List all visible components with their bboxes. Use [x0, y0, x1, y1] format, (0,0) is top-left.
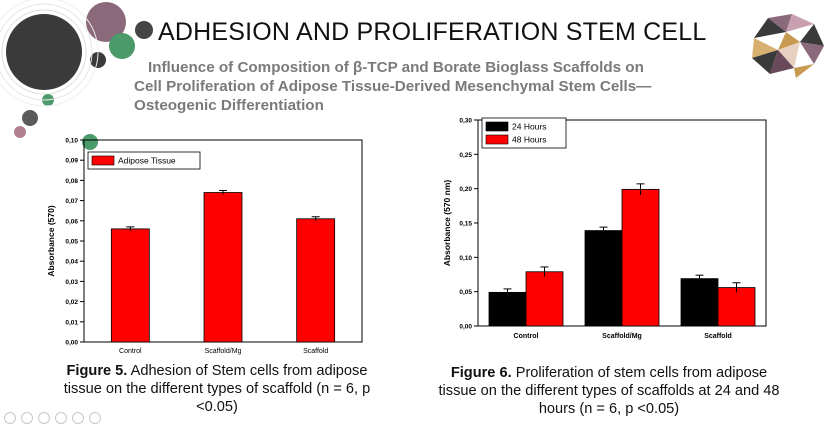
y-tick-label: 0,02 [65, 299, 78, 306]
subtitle-line-1: Influence of Composition of β-TCP and Bo… [148, 59, 644, 76]
figure-6-caption-label: Figure 6. [450, 365, 512, 381]
legend-label: Adipose Tissue [118, 156, 176, 166]
slide-title: ADHESION AND PROLIFERATION STEM CELL [158, 18, 707, 46]
legend-swatch [91, 155, 115, 166]
deco-green-dot [82, 134, 98, 150]
bar-scaffold-mg-1 [584, 230, 623, 327]
y-tick-label: 0,09 [65, 158, 78, 165]
y-tick-label: 0,25 [459, 152, 472, 159]
nav-more-button[interactable] [89, 412, 101, 424]
figure-5-caption-text: Adhesion of Stem cells from adipose tiss… [63, 363, 371, 415]
x-category-label: Scaffold/Mg [205, 348, 242, 355]
deco-ring-3 [0, 0, 99, 107]
mosaic-logo [752, 14, 824, 78]
y-axis-label: Absorbance (570) [46, 205, 56, 276]
deco-dark-circle-large [6, 14, 82, 90]
figure-6-caption-text: Proliferation of stem cells from adipose… [438, 365, 780, 417]
y-tick-label: 0,05 [65, 239, 78, 246]
y-axis-label: Absorbance (570 nm) [442, 180, 452, 267]
x-category-label: Control [514, 333, 539, 340]
deco-green-circle [109, 33, 135, 59]
y-tick-label: 0,06 [65, 218, 78, 225]
y-tick-label: 0,08 [65, 178, 78, 185]
title-bullet-dot [135, 21, 153, 39]
mosaic-tile [770, 50, 794, 74]
mosaic-tile [752, 50, 778, 74]
nav-zoom-button[interactable] [55, 412, 67, 424]
bar-scaffold-2 [717, 287, 756, 327]
bar-scaffold-1 [296, 218, 336, 343]
x-category-label: Scaffold/Mg [602, 333, 642, 340]
bar-control-2 [525, 271, 564, 327]
figure-5-caption: Figure 5. Adhesion of Stem cells from ad… [58, 362, 376, 416]
bar-scaffold-mg-1 [203, 192, 243, 343]
nav-pen-button[interactable] [38, 412, 50, 424]
deco-dark-circle-small [90, 52, 106, 68]
bar-scaffold-1 [680, 278, 719, 327]
mosaic-tile [754, 18, 786, 38]
legend-swatch [485, 121, 509, 132]
y-tick-label: 0,00 [459, 324, 472, 331]
mosaic-tile [800, 42, 824, 64]
mosaic-tile [800, 24, 824, 46]
nav-menu-button[interactable] [72, 412, 84, 424]
mosaic-tile [752, 38, 778, 58]
x-category-label: Scaffold [303, 348, 328, 355]
bar-scaffold-mg-2 [621, 188, 660, 327]
figure-5-chart: 0,00 0,01 0,02 0,03 0,04 0,05 0,06 0,07 0,08 0,09… [46, 138, 363, 355]
mosaic-tile [768, 14, 792, 32]
subtitle-line-3: Osteogenic Differentiation [134, 97, 324, 114]
deco-ring-1 [1, 9, 87, 95]
mosaic-tile [778, 32, 800, 50]
legend-label: 48 Hours [512, 135, 547, 145]
subtitle-line-2: Cell Proliferation of Adipose Tissue-Der… [134, 78, 652, 95]
y-tick-label: 0,04 [65, 259, 78, 266]
legend-box [87, 151, 201, 170]
figure-6-caption: Figure 6. Proliferation of stem cells fr… [436, 364, 782, 418]
mosaic-tile [794, 64, 814, 78]
nav-prev-button[interactable] [4, 412, 16, 424]
y-tick-label: 0,20 [459, 186, 472, 193]
deco-mauve-circle [86, 2, 126, 42]
y-tick-label: 0,10 [459, 255, 472, 262]
y-tick-label: 0,30 [459, 118, 472, 125]
legend-swatch [485, 134, 509, 145]
figure-6-chart: 0,00 0,05 0,10 0,15 0,20 0,25 0,30 Absorbance (… [442, 118, 767, 340]
bar-control-1 [488, 291, 527, 327]
y-tick-label: 0,03 [65, 279, 78, 286]
deco-mauve-circle-small [14, 126, 26, 138]
y-tick-label: 0,05 [459, 289, 472, 296]
figure-5-caption-label: Figure 5. [66, 363, 128, 379]
mosaic-tile [786, 14, 814, 32]
y-tick-label: 0,01 [65, 319, 78, 326]
nav-next-button[interactable] [21, 412, 33, 424]
deco-grey-circle [22, 110, 38, 126]
slide-nav-controls [4, 412, 101, 424]
mosaic-tile [778, 42, 800, 68]
bar-control-1 [110, 228, 150, 343]
deco-ring-2 [0, 3, 93, 101]
x-category-label: Scaffold [704, 333, 732, 340]
slide-subtitle: Influence of Composition of β-TCP and Bo… [134, 58, 774, 115]
y-tick-label: 0,07 [65, 198, 78, 205]
decorative-circles [0, 0, 135, 138]
y-tick-label: 0,15 [459, 221, 472, 228]
x-category-label: Control [119, 348, 142, 355]
y-tick-label: 0,10 [65, 138, 78, 145]
legend-label: 24 Hours [512, 122, 547, 132]
y-tick-label: 0,00 [65, 340, 78, 347]
